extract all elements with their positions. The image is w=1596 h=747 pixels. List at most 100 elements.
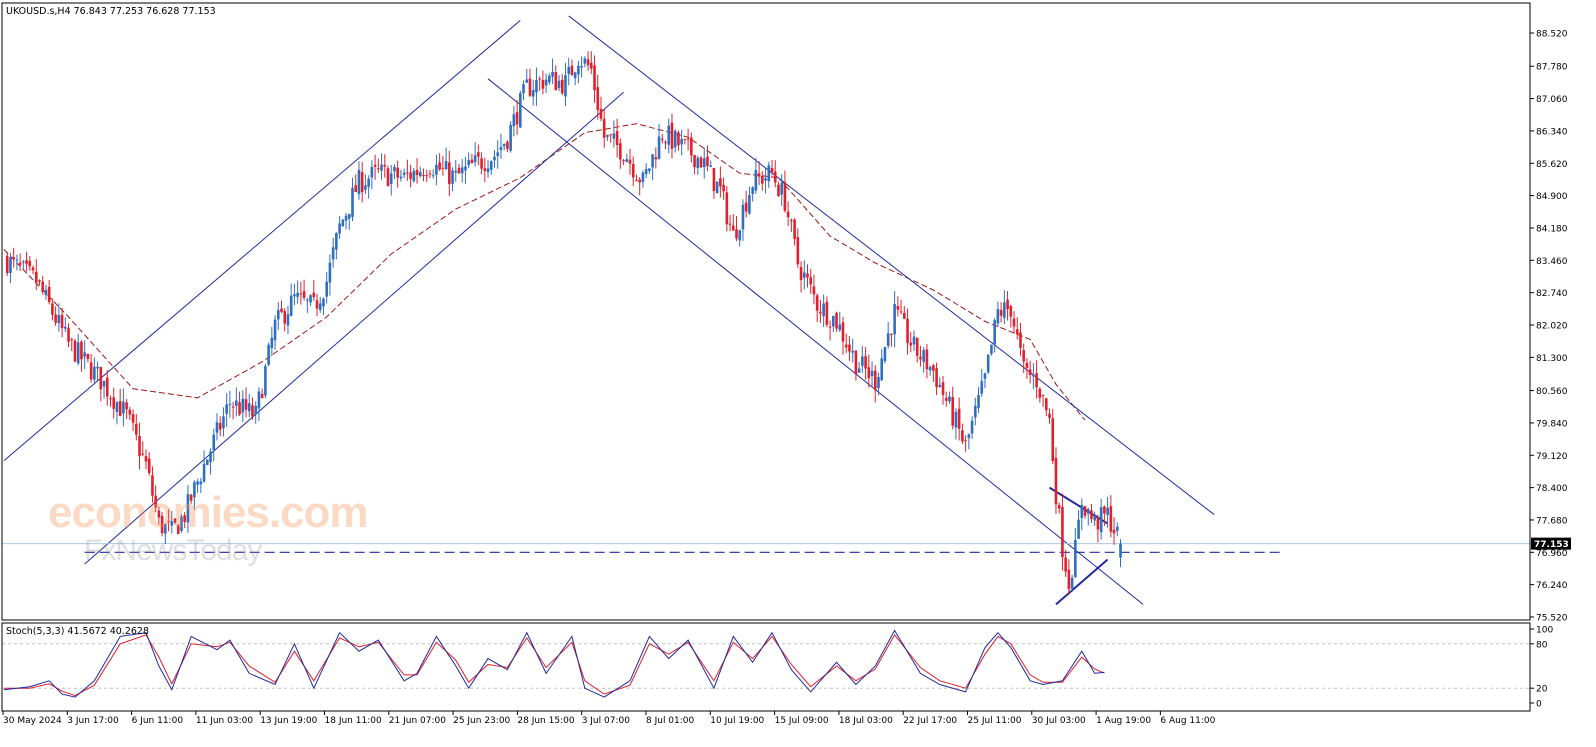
candle-body <box>57 314 61 324</box>
candle-body <box>822 303 825 317</box>
candle-body <box>1032 375 1035 377</box>
candle-body <box>577 65 580 75</box>
candle-body <box>73 340 77 362</box>
descending-channel-lower-line <box>487 78 1144 605</box>
candle-body <box>844 344 848 348</box>
candle-body <box>548 75 551 83</box>
candle-body <box>360 172 364 193</box>
candle-body <box>1070 577 1074 589</box>
candle-body <box>477 152 480 157</box>
candle-body <box>886 333 890 346</box>
candle-body <box>480 158 483 169</box>
candle-body <box>38 280 41 282</box>
price-tick-label: 78.400 <box>1536 484 1568 494</box>
candle-body <box>596 87 600 110</box>
candle-body <box>735 229 738 239</box>
candle-body <box>486 168 490 173</box>
candle-body <box>1015 329 1019 335</box>
candle-body <box>764 178 767 181</box>
time-tick-label: 11 Jun 03:00 <box>196 716 253 726</box>
candle-body <box>832 316 835 327</box>
candle-body <box>28 261 32 267</box>
candle-body <box>673 130 677 148</box>
candle-body <box>519 93 522 128</box>
stochastic-panel-frame <box>1 622 1531 712</box>
candle-body <box>948 396 951 402</box>
candle-body <box>554 72 558 91</box>
candle-body <box>193 482 196 498</box>
candle-body <box>580 66 583 68</box>
candle-body <box>167 521 170 523</box>
candle-body <box>425 175 429 177</box>
candle-body <box>857 368 861 373</box>
candle-body <box>1044 398 1048 411</box>
candle-body <box>993 320 996 345</box>
candle-body <box>677 132 680 146</box>
candle-body <box>70 339 74 341</box>
candle-body <box>883 347 887 362</box>
candle-body <box>1077 519 1080 539</box>
time-tick-label: 15 Jul 09:00 <box>775 716 829 726</box>
candle-body <box>602 119 606 138</box>
candle-body <box>906 318 909 344</box>
candle-body <box>651 154 654 168</box>
candle-body <box>199 481 203 485</box>
time-tick-label: 13 Jun 19:00 <box>260 716 317 726</box>
time-tick-label: 8 Jul 01:00 <box>646 716 695 726</box>
candle-body <box>118 401 122 416</box>
candle-body <box>1003 302 1006 318</box>
candle-body <box>386 168 390 187</box>
candle-body <box>599 108 603 119</box>
candle-body <box>899 311 903 313</box>
candle-body <box>60 314 64 328</box>
candle-body <box>515 112 519 125</box>
candle-body <box>922 350 925 362</box>
candle-body <box>564 75 567 97</box>
price-tick-label: 86.340 <box>1536 127 1568 137</box>
ascending-channel-upper-line <box>3 20 521 462</box>
candle-body <box>848 344 851 352</box>
candle-body <box>702 158 706 168</box>
candle-body <box>499 147 503 151</box>
candle-body <box>1048 413 1051 419</box>
candle-body <box>828 326 832 328</box>
candle-body <box>441 167 445 169</box>
candle-body <box>964 440 967 442</box>
price-tick-label: 82.740 <box>1536 289 1568 299</box>
candle-body <box>996 309 1000 324</box>
time-tick-label: 22 Jul 17:00 <box>903 716 957 726</box>
candle-body <box>770 167 774 173</box>
candle-body <box>983 373 987 379</box>
price-tick-label: 85.620 <box>1536 160 1568 170</box>
candle-body <box>715 181 719 193</box>
price-tick-label: 87.060 <box>1536 95 1568 105</box>
candle-body <box>131 414 135 423</box>
candle-body <box>838 324 842 331</box>
current-price-badge <box>1531 537 1571 550</box>
candle-body <box>589 62 593 69</box>
candle-body <box>431 175 435 177</box>
candle-body <box>341 219 345 226</box>
candle-body <box>1067 569 1071 590</box>
candle-body <box>880 358 884 381</box>
candle-body <box>793 219 796 239</box>
candle-body <box>741 204 745 230</box>
candle-body <box>767 165 771 182</box>
candle-body <box>235 400 238 406</box>
candle-body <box>961 430 964 442</box>
price-tick-label: 79.840 <box>1536 419 1568 429</box>
time-tick-label: 6 Jun 11:00 <box>132 716 184 726</box>
candle-body <box>467 160 470 166</box>
candle-body <box>1083 506 1087 516</box>
candle-body <box>819 311 822 314</box>
candle-body <box>864 356 867 369</box>
candle-body <box>1093 516 1096 521</box>
time-tick-label: 18 Jun 11:00 <box>325 716 382 726</box>
candle-body <box>544 79 548 86</box>
candle-body <box>1028 369 1032 375</box>
candle-body <box>112 397 116 409</box>
candle-body <box>315 300 319 309</box>
candle-body <box>999 309 1003 316</box>
candle-body <box>619 143 622 160</box>
